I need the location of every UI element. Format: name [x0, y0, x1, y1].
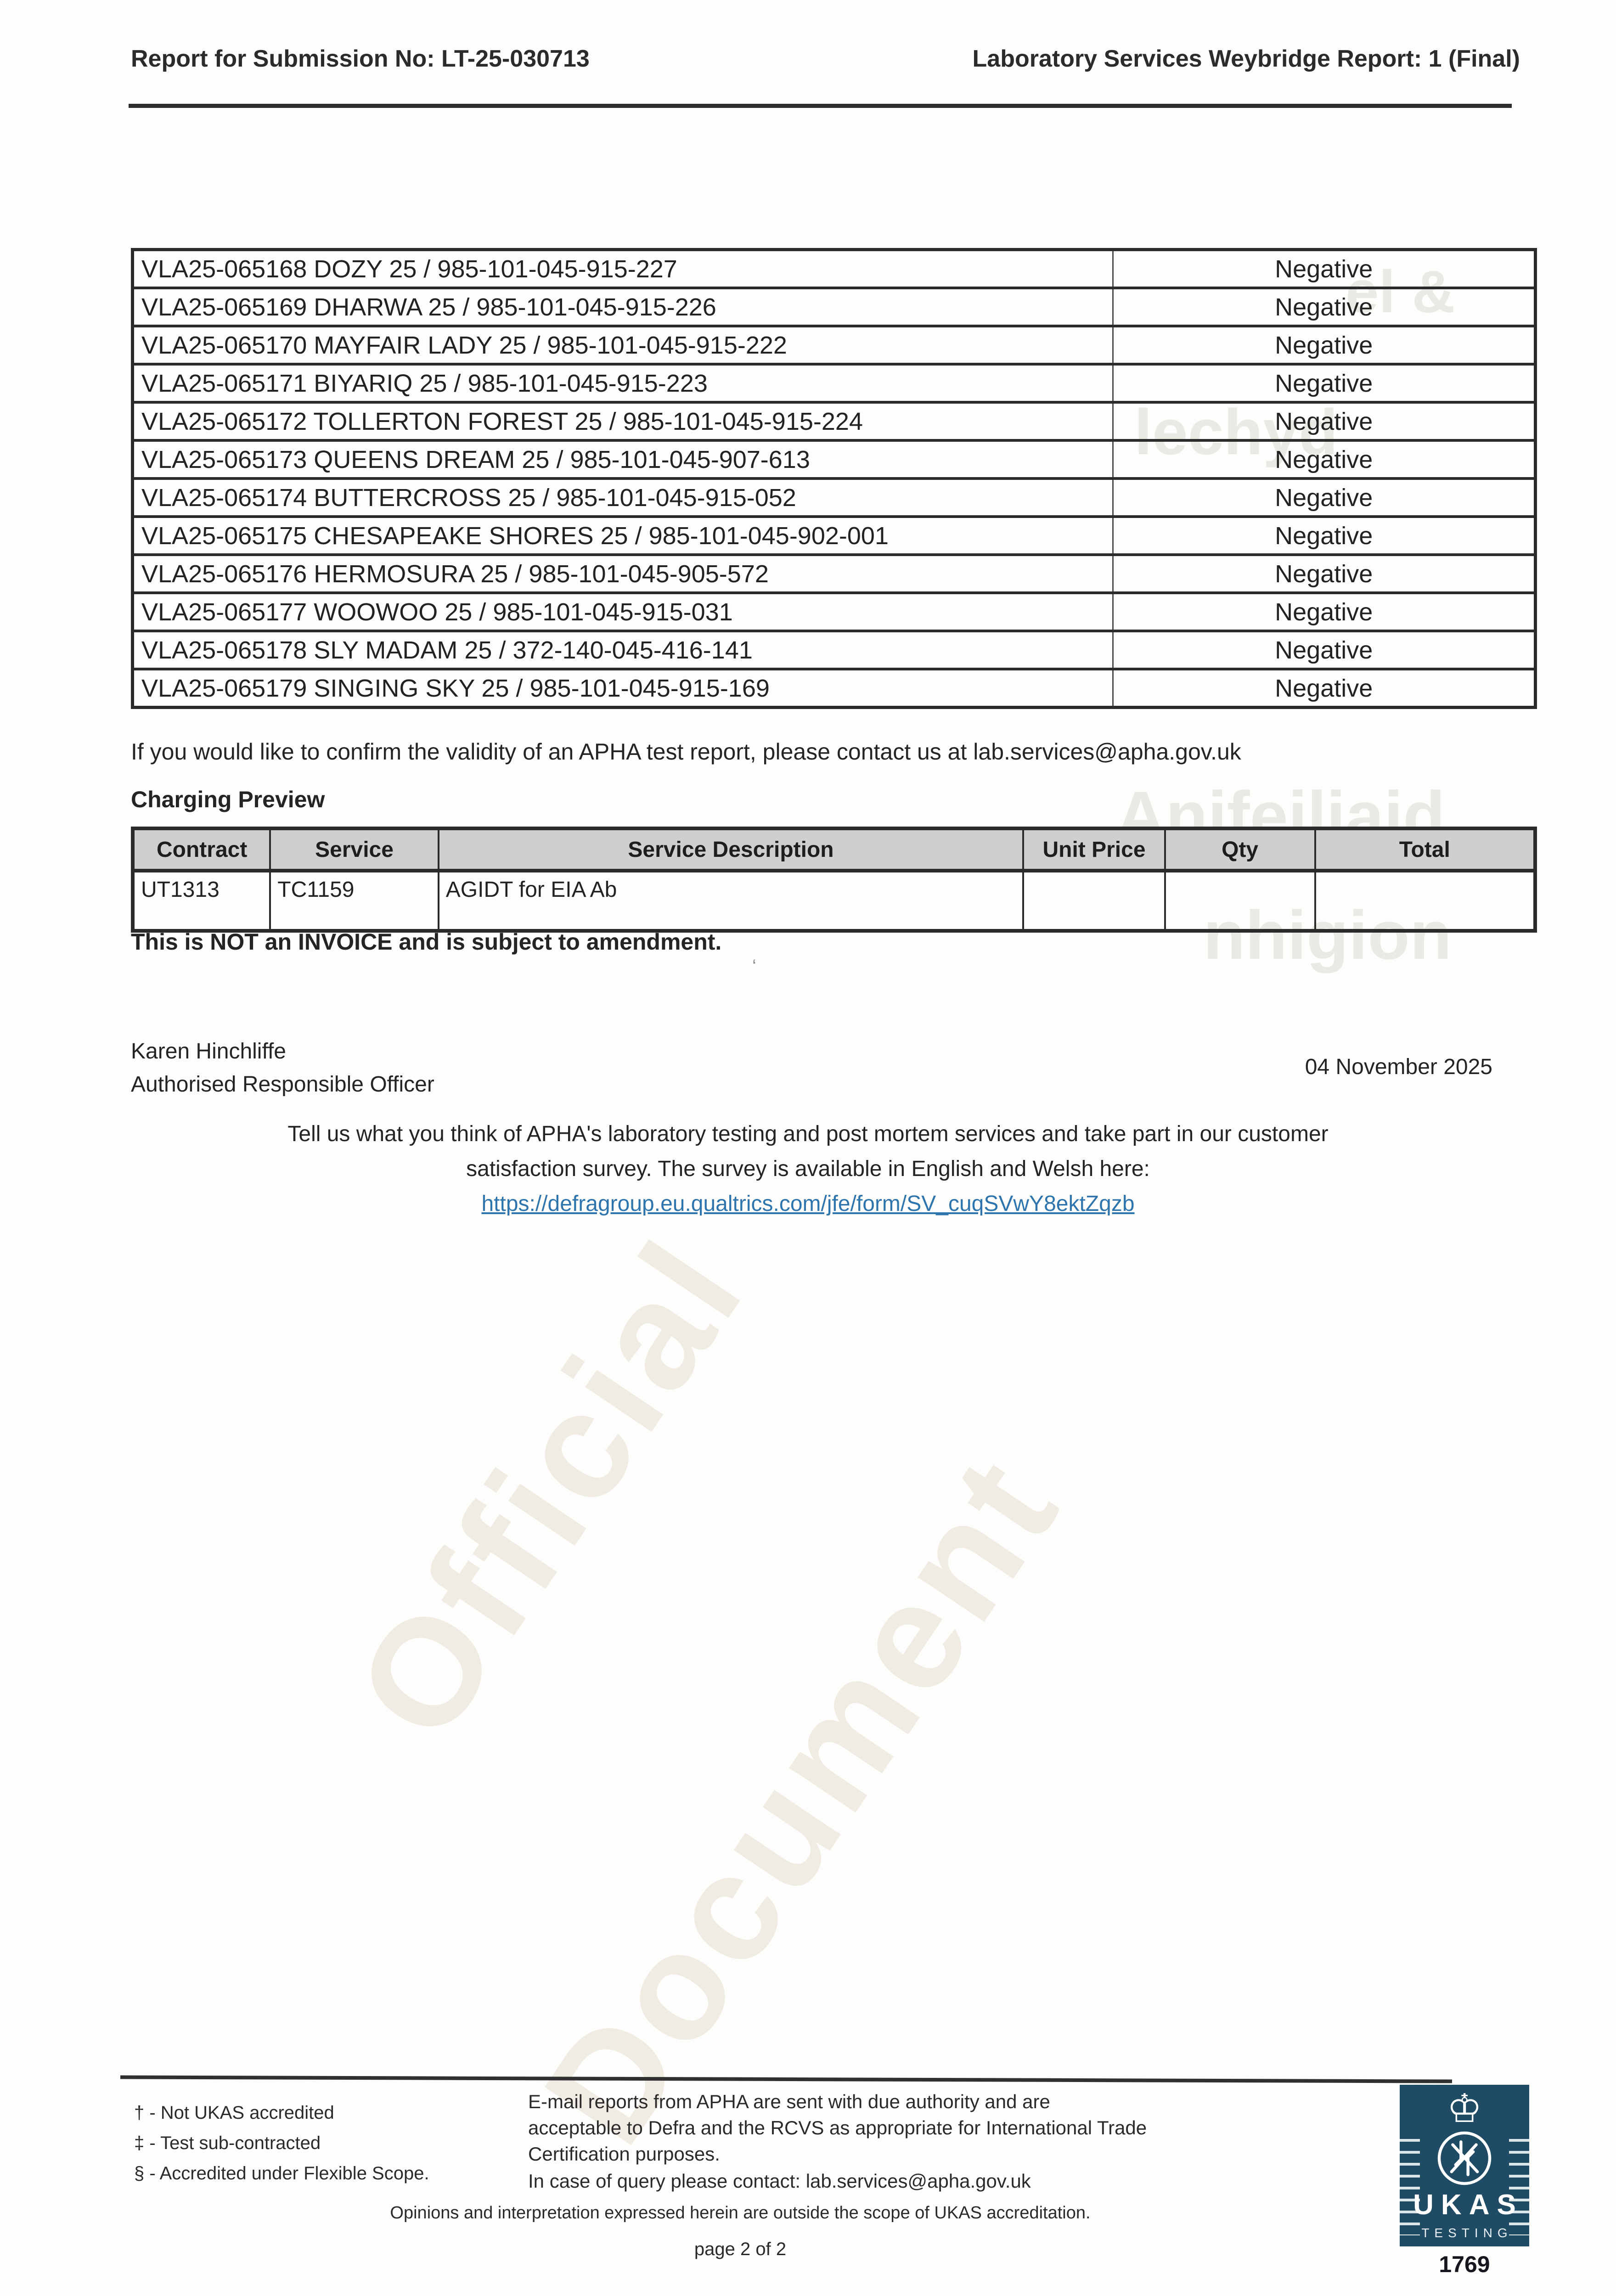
sample-id-cell: VLA25-065174 BUTTERCROSS 25 / 985-101-04… [132, 477, 1114, 518]
result-cell: Negative [1113, 439, 1536, 480]
note-flexible-scope: § - Accredited under Flexible Scope. [134, 2163, 429, 2183]
table-row: VLA25-065179 SINGING SKY 25 / 985-101-04… [132, 668, 1536, 709]
sample-id-cell: VLA25-065173 QUEENS DREAM 25 / 985-101-0… [132, 439, 1114, 480]
survey-line-1: Tell us what you think of APHA's laborat… [287, 1122, 1329, 1146]
table-row: VLA25-065177 WOOWOO 25 / 985-101-045-915… [132, 591, 1536, 632]
qty-cell [1164, 870, 1316, 932]
sample-id-cell: VLA25-065177 WOOWOO 25 / 985-101-045-915… [132, 591, 1114, 632]
ukas-emblem-icon [1400, 2129, 1529, 2188]
survey-line-2: satisfaction survey. The survey is avail… [466, 1157, 1150, 1181]
table-row: VLA25-065175 CHESAPEAKE SHORES 25 / 985-… [132, 515, 1536, 556]
column-header-qty: Qty [1164, 827, 1316, 872]
table-row: VLA25-065176 HERMOSURA 25 / 985-101-045-… [132, 553, 1536, 594]
charging-preview-table: Contract Service Service Description Uni… [131, 827, 1537, 933]
service-cell: TC1159 [269, 870, 439, 932]
scan-artifact-speck: ‘ [752, 956, 756, 976]
sample-id-cell: VLA25-065171 BIYARIQ 25 / 985-101-045-91… [132, 363, 1114, 404]
report-date: 04 November 2025 [1305, 1055, 1492, 1079]
survey-link[interactable]: https://defragroup.eu.qualtrics.com/jfe/… [481, 1192, 1135, 1216]
sample-id-cell: VLA25-065172 TOLLERTON FOREST 25 / 985-1… [132, 401, 1114, 442]
table-row: VLA25-065168 DOZY 25 / 985-101-045-915-2… [132, 248, 1536, 289]
submission-number-header: Report for Submission No: LT-25-030713 [131, 45, 590, 72]
email-authority-paragraph: E-mail reports from APHA are sent with d… [528, 2088, 1401, 2167]
result-cell: Negative [1113, 248, 1536, 289]
page-number: page 2 of 2 [694, 2239, 787, 2259]
charging-data-row: UT1313 TC1159 AGIDT for EIA Ab [131, 870, 1536, 932]
column-header-total: Total [1314, 827, 1536, 872]
ukas-wordmark: UKAS [1413, 2189, 1523, 2221]
result-cell: Negative [1113, 287, 1536, 327]
email-line-2: acceptable to Defra and the RCVS as appr… [528, 2117, 1147, 2138]
sample-id-cell: VLA25-065178 SLY MADAM 25 / 372-140-045-… [132, 630, 1114, 670]
service-description-cell: AGIDT for EIA Ab [437, 870, 1025, 932]
table-row: VLA25-065178 SLY MADAM 25 / 372-140-045-… [132, 630, 1536, 670]
result-cell: Negative [1113, 515, 1536, 556]
table-row: VLA25-065173 QUEENS DREAM 25 / 985-101-0… [132, 439, 1536, 480]
column-header-unit-price: Unit Price [1022, 827, 1166, 872]
opinions-disclaimer: Opinions and interpretation expressed he… [390, 2203, 1091, 2223]
ukas-accreditation-number: 1769 [1439, 2251, 1490, 2277]
header-divider-line [129, 104, 1512, 108]
column-header-service-description: Service Description [437, 827, 1025, 872]
crown-icon: ♔ [1447, 2087, 1482, 2131]
charging-header-row: Contract Service Service Description Uni… [131, 827, 1536, 872]
column-header-contract: Contract [131, 827, 271, 872]
report-title-header: Laboratory Services Weybridge Report: 1 … [972, 45, 1520, 72]
sample-id-cell: VLA25-065179 SINGING SKY 25 / 985-101-04… [132, 668, 1114, 709]
ukas-testing-logo: ♔ UKAS TESTING [1400, 2085, 1529, 2246]
signatory-name: Karen Hinchliffe [131, 1039, 286, 1064]
unit-price-cell [1022, 870, 1166, 932]
result-cell: Negative [1113, 401, 1536, 442]
signatory-title: Authorised Responsible Officer [131, 1072, 434, 1097]
survey-paragraph: Tell us what you think of APHA's laborat… [0, 1117, 1616, 1221]
result-cell: Negative [1113, 668, 1536, 709]
table-row: VLA25-065169 DHARWA 25 / 985-101-045-915… [132, 287, 1536, 327]
note-not-ukas-accredited: † - Not UKAS accredited [134, 2103, 334, 2123]
sample-id-cell: VLA25-065175 CHESAPEAKE SHORES 25 / 985-… [132, 515, 1114, 556]
email-line-3: Certification purposes. [528, 2143, 720, 2165]
sample-id-cell: VLA25-065170 MAYFAIR LADY 25 / 985-101-0… [132, 325, 1114, 366]
total-cell [1314, 870, 1536, 932]
accreditation-notes: † - Not UKAS accredited ‡ - Test sub-con… [134, 2098, 429, 2189]
not-invoice-note: This is NOT an INVOICE and is subject to… [131, 929, 722, 955]
result-cell: Negative [1113, 591, 1536, 632]
ukas-testing-label: TESTING [1421, 2226, 1513, 2240]
query-contact-line: In case of query please contact: lab.ser… [528, 2170, 1031, 2192]
table-row: VLA25-065172 TOLLERTON FOREST 25 / 985-1… [132, 401, 1536, 442]
result-cell: Negative [1113, 630, 1536, 670]
result-cell: Negative [1113, 363, 1536, 404]
sample-id-cell: VLA25-065168 DOZY 25 / 985-101-045-915-2… [132, 248, 1114, 289]
sample-id-cell: VLA25-065176 HERMOSURA 25 / 985-101-045-… [132, 553, 1114, 594]
test-results-table: VLA25-065168 DOZY 25 / 985-101-045-915-2… [131, 248, 1537, 709]
footer-divider-line [120, 2075, 1453, 2083]
charging-preview-heading: Charging Preview [131, 787, 325, 812]
email-line-1: E-mail reports from APHA are sent with d… [528, 2091, 1050, 2112]
table-row: VLA25-065170 MAYFAIR LADY 25 / 985-101-0… [132, 325, 1536, 366]
validity-contact-line: If you would like to confirm the validit… [131, 739, 1241, 765]
result-cell: Negative [1113, 553, 1536, 594]
result-cell: Negative [1113, 325, 1536, 366]
contract-cell: UT1313 [131, 870, 271, 932]
result-cell: Negative [1113, 477, 1536, 518]
column-header-service: Service [269, 827, 439, 872]
sample-id-cell: VLA25-065169 DHARWA 25 / 985-101-045-915… [132, 287, 1114, 327]
table-row: VLA25-065174 BUTTERCROSS 25 / 985-101-04… [132, 477, 1536, 518]
note-test-sub-contracted: ‡ - Test sub-contracted [134, 2133, 321, 2153]
table-row: VLA25-065171 BIYARIQ 25 / 985-101-045-91… [132, 363, 1536, 404]
